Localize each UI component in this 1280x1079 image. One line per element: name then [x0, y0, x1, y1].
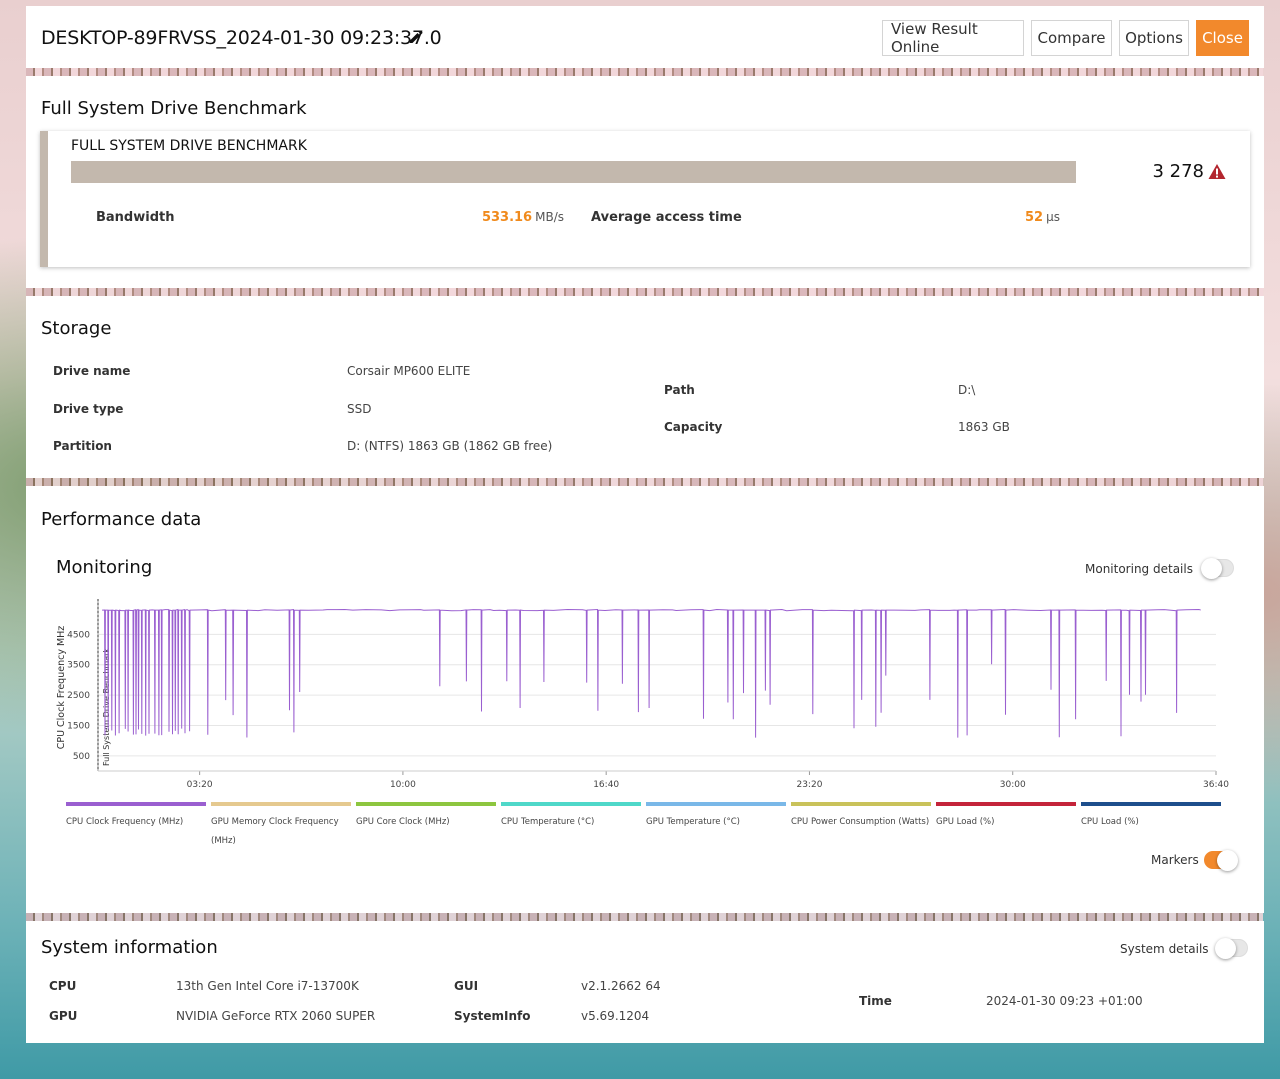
- path-value: D:\: [958, 383, 976, 397]
- benchmark-card: FULL SYSTEM DRIVE BENCHMARK 3 278 Bandwi…: [40, 131, 1250, 267]
- view-result-online-button[interactable]: View Result Online: [882, 20, 1024, 56]
- legend-item[interactable]: GPU Memory Clock Frequency (MHz): [211, 802, 351, 851]
- cpu-value: 13th Gen Intel Core i7-13700K: [176, 979, 359, 993]
- monitoring-details-toggle[interactable]: [1201, 558, 1234, 579]
- result-title: DESKTOP-89FRVSS_2024-01-30 09:23:37.0: [41, 27, 442, 49]
- legend-swatch: [646, 802, 786, 806]
- benchmark-score: 3 278: [1152, 161, 1204, 182]
- close-button[interactable]: Close: [1196, 20, 1249, 56]
- drive-type-value: SSD: [347, 402, 372, 416]
- legend-swatch: [211, 802, 351, 806]
- gpu-value: NVIDIA GeForce RTX 2060 SUPER: [176, 1009, 376, 1023]
- x-tick-label: 03:20: [187, 780, 213, 790]
- performance-section: Performance data Monitoring Monitoring d…: [26, 486, 1264, 913]
- legend-swatch: [356, 802, 496, 806]
- drive-name-label: Drive name: [53, 364, 131, 378]
- capacity-value: 1863 GB: [958, 420, 1010, 434]
- x-tick-label: 36:40: [1203, 780, 1229, 790]
- result-header: DESKTOP-89FRVSS_2024-01-30 09:23:37.0 Vi…: [26, 6, 1264, 68]
- benchmark-marker-label: Full System Drive Benchmark: [102, 648, 111, 766]
- gpu-label: GPU: [49, 1009, 78, 1023]
- legend-label: GPU Memory Clock Frequency (MHz): [211, 817, 339, 846]
- benchmark-name: FULL SYSTEM DRIVE BENCHMARK: [71, 138, 307, 154]
- legend-item[interactable]: CPU Clock Frequency (MHz): [66, 802, 206, 832]
- capacity-label: Capacity: [664, 420, 723, 434]
- x-tick-label: 10:00: [390, 780, 416, 790]
- toggle-knob: [1217, 850, 1238, 871]
- legend-swatch: [501, 802, 641, 806]
- legend-item[interactable]: GPU Temperature (°C): [646, 802, 786, 832]
- access-time-value: 52 μs: [1025, 210, 1060, 225]
- legend-swatch: [1081, 802, 1221, 806]
- system-information-section: System information System details CPU 13…: [26, 921, 1264, 1043]
- legend-label: CPU Temperature (°C): [501, 817, 595, 827]
- compare-button[interactable]: Compare: [1031, 20, 1112, 56]
- y-tick-label: 500: [73, 752, 90, 762]
- systeminfo-value: v5.69.1204: [581, 1009, 650, 1023]
- time-label: Time: [859, 994, 892, 1008]
- legend-item[interactable]: CPU Temperature (°C): [501, 802, 641, 832]
- gui-value: v2.1.2662 64: [581, 979, 661, 993]
- legend-swatch: [66, 802, 206, 806]
- x-tick-label: 23:20: [796, 780, 822, 790]
- legend-swatch: [791, 802, 931, 806]
- section-title: Performance data: [41, 509, 202, 530]
- toggle-knob: [1215, 938, 1236, 959]
- toggle-knob: [1201, 558, 1222, 579]
- score-bar: [71, 161, 1076, 183]
- legend-item[interactable]: CPU Load (%): [1081, 802, 1221, 832]
- partition-label: Partition: [53, 439, 112, 453]
- legend-label: GPU Temperature (°C): [646, 817, 740, 827]
- x-tick-label: 16:40: [593, 780, 619, 790]
- bandwidth-label: Bandwidth: [96, 210, 175, 225]
- cpu-clock-series-line: [102, 608, 1201, 738]
- markers-label: Markers: [1151, 853, 1199, 867]
- system-details-toggle[interactable]: [1215, 938, 1248, 959]
- benchmark-section: Full System Drive Benchmark FULL SYSTEM …: [26, 76, 1264, 288]
- legend-label: CPU Clock Frequency (MHz): [66, 817, 184, 827]
- access-time-label: Average access time: [591, 210, 742, 225]
- drive-type-label: Drive type: [53, 402, 124, 416]
- y-tick-label: 3500: [67, 661, 90, 671]
- section-title: Storage: [41, 318, 112, 339]
- legend-item[interactable]: CPU Power Consumption (Watts): [791, 802, 931, 832]
- gui-label: GUI: [454, 979, 479, 993]
- legend-swatch: [936, 802, 1076, 806]
- background-strip: [26, 68, 1263, 76]
- drive-name-value: Corsair MP600 ELITE: [347, 364, 471, 378]
- systeminfo-label: SystemInfo: [454, 1009, 531, 1023]
- y-tick-label: 1500: [67, 721, 90, 731]
- legend-label: GPU Core Clock (MHz): [356, 817, 450, 827]
- storage-section: Storage Drive name Corsair MP600 ELITE D…: [26, 296, 1264, 478]
- background-strip: [26, 288, 1263, 296]
- background-strip: [26, 478, 1263, 486]
- legend-item[interactable]: GPU Core Clock (MHz): [356, 802, 496, 832]
- legend-label: CPU Load (%): [1081, 817, 1139, 827]
- access-time-unit: μs: [1046, 210, 1060, 224]
- bandwidth-unit: MB/s: [535, 210, 564, 224]
- legend-label: GPU Load (%): [936, 817, 995, 827]
- section-title: Full System Drive Benchmark: [41, 98, 307, 119]
- system-details-label: System details: [1120, 942, 1209, 956]
- section-title: System information: [41, 937, 218, 958]
- y-tick-label: 4500: [67, 630, 90, 640]
- pencil-icon[interactable]: [408, 29, 424, 45]
- warning-triangle-icon: [1208, 164, 1226, 179]
- monitoring-title: Monitoring: [56, 557, 153, 578]
- legend-item[interactable]: GPU Load (%): [936, 802, 1076, 832]
- background-strip: [26, 913, 1263, 921]
- legend-label: CPU Power Consumption (Watts): [791, 817, 930, 827]
- time-value: 2024-01-30 09:23 +01:00: [986, 994, 1143, 1008]
- bandwidth-value: 533.16 MB/s: [481, 210, 564, 225]
- path-label: Path: [664, 383, 695, 397]
- monitoring-details-label: Monitoring details: [1085, 562, 1193, 576]
- monitoring-chart: 500 1500 2500 3500 4500 03:20 10:00 16:40 23:20 3…: [56, 599, 1229, 790]
- y-axis-label: CPU Clock Frequency MHz: [56, 626, 67, 750]
- partition-value: D: (NTFS) 1863 GB (1862 GB free): [347, 439, 553, 453]
- x-tick-label: 30:00: [1000, 780, 1026, 790]
- cpu-label: CPU: [49, 979, 77, 993]
- y-tick-label: 2500: [67, 691, 90, 701]
- options-button[interactable]: Options: [1119, 20, 1189, 56]
- markers-toggle[interactable]: [1204, 850, 1238, 871]
